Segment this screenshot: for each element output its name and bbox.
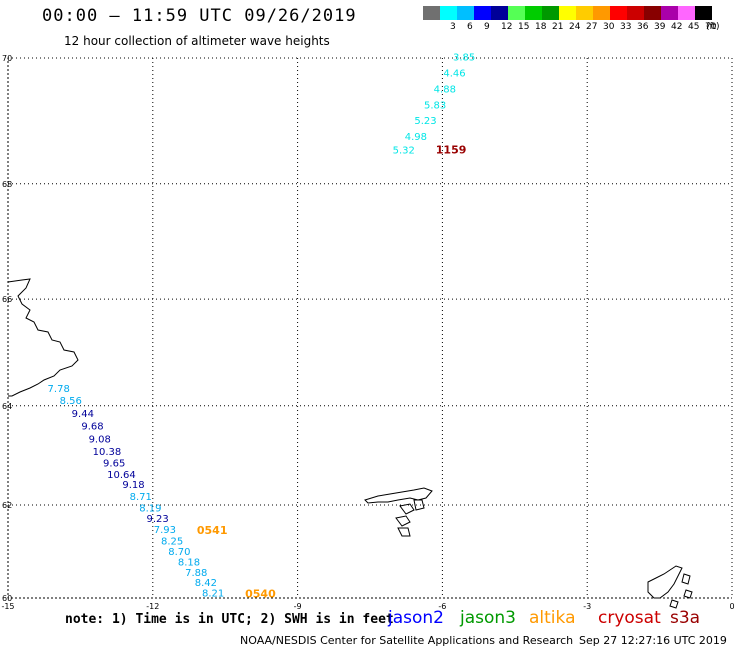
swh-observation: 4.88 [434, 84, 456, 95]
swh-observation: 8.18 [178, 558, 200, 569]
satellite-legend-jason3: jason3 [460, 608, 516, 628]
map-frame [7, 57, 733, 599]
colorbar-swatch [644, 6, 661, 20]
latitude-label: 66 [2, 295, 12, 304]
colorbar-tick-label: 42 [671, 22, 683, 32]
colorbar-swatch [525, 6, 542, 20]
swh-observation: 5.23 [414, 116, 436, 127]
colorbar-unit: (ft) [706, 22, 720, 32]
colorbar-tick-label: 21 [552, 22, 564, 32]
colorbar-swatch [491, 6, 508, 20]
generation-timestamp: Sep 27 12:27:16 UTC 2019 [579, 634, 727, 647]
longitude-label: -12 [146, 602, 159, 611]
longitude-label: -3 [583, 602, 591, 611]
longitude-label: -15 [1, 602, 14, 611]
colorbar-swatch [457, 6, 474, 20]
longitude-label: 0 [729, 602, 734, 611]
swh-observation: 9.68 [81, 422, 103, 433]
map-title: 00:00 – 11:59 UTC 09/26/2019 [42, 6, 357, 26]
colorbar-tick-label: 70 [705, 22, 717, 32]
colorbar-swatch [661, 6, 678, 20]
swh-observation: 4.46 [443, 68, 465, 79]
swh-observation: 8.71 [130, 492, 152, 503]
colorbar-tick-label: 27 [586, 22, 598, 32]
map-subtitle: 12 hour collection of altimeter wave hei… [64, 34, 330, 48]
pass-time-label: 0540 [245, 588, 276, 601]
faroe-islands [364, 487, 433, 537]
swh-observation: 4.98 [405, 132, 427, 143]
latitude-label: 62 [2, 501, 12, 510]
satellite-legend-s3a: s3a [670, 608, 701, 628]
satellite-legend-jason2: jason2 [388, 608, 444, 628]
altimeter-observations: 3.85 4.46 4.88 5.83 5.23 4.98 5.32 1159 7.788.56… [48, 53, 476, 601]
colorbar-tick-label: 30 [603, 22, 615, 32]
colorbar-swatch [576, 6, 593, 20]
colorbar-swatch [627, 6, 644, 20]
swh-observation: 9.44 [72, 409, 94, 420]
swh-observation: 8.21 [202, 589, 224, 600]
colorbar-swatch [559, 6, 576, 20]
footer-note: note: 1) Time is in UTC; 2) SWH is in fe… [65, 612, 394, 627]
swh-observation: 7.78 [48, 384, 70, 395]
satellite-legend-cryosat: cryosat [598, 608, 661, 628]
swh-observation: 5.32 [393, 145, 415, 156]
colorbar-swatch [508, 6, 525, 20]
swh-observation: 9.65 [103, 459, 125, 470]
colorbar-swatch [474, 6, 491, 20]
swh-observation: 9.08 [89, 434, 111, 445]
latitude-label: 64 [2, 402, 12, 411]
colorbar-swatch [423, 6, 440, 20]
colorbar-swatch [678, 6, 695, 20]
swh-observation: 9.18 [122, 480, 144, 491]
longitude-label: -9 [294, 602, 302, 611]
swh-observation: 7.93 [154, 525, 176, 536]
colorbar-tick-label: 18 [535, 22, 547, 32]
colorbar-tick-label: 33 [620, 22, 632, 32]
colorbar-tick-label: 15 [518, 22, 530, 32]
credit-line: NOAA/NESDIS Center for Satellite Applica… [240, 634, 574, 647]
colorbar-tick-label: 36 [637, 22, 649, 32]
swh-observation: 10.38 [93, 447, 122, 458]
colorbar-swatch [440, 6, 457, 20]
colorbar-tick-label: 45 [688, 22, 700, 32]
colorbar-tick-label: 24 [569, 22, 581, 32]
swh-observation: 8.70 [168, 547, 190, 558]
colorbar-swatch [542, 6, 559, 20]
colorbar-tick-label: 9 [484, 22, 490, 32]
pass-time-label: 0541 [197, 524, 228, 537]
wave-height-colorbar [423, 6, 712, 20]
colorbar-tick-label: 12 [501, 22, 513, 32]
graticule: 70 68 66 64 62 60-15 -12 -9 -6 -3 0 [1, 54, 734, 611]
swh-observation: 8.56 [60, 396, 82, 407]
swh-observation: 8.25 [161, 536, 183, 547]
swh-observation: 7.88 [185, 568, 207, 579]
pass-time-label: 1159 [436, 143, 467, 156]
swh-observation: 8.19 [139, 503, 161, 514]
swh-observation: 3.85 [453, 53, 475, 64]
colorbar-swatch [695, 6, 712, 20]
iceland-coastline [7, 278, 79, 397]
colorbar-swatch [610, 6, 627, 20]
swh-observation: 9.23 [146, 514, 168, 525]
latitude-label: 68 [2, 180, 12, 189]
latitude-label: 70 [2, 54, 12, 63]
shetland-islands [647, 565, 693, 609]
swh-observation: 8.42 [195, 578, 217, 589]
swh-observation: 5.83 [424, 100, 446, 111]
colorbar-tick-label: 39 [654, 22, 666, 32]
longitude-label: -6 [438, 602, 446, 611]
latitude-label: 60 [2, 594, 12, 603]
colorbar-swatch [593, 6, 610, 20]
swh-observation: 10.64 [107, 470, 136, 481]
satellite-legend-altika: altika [529, 608, 576, 628]
colorbar-tick-label: 3 [450, 22, 456, 32]
colorbar-tick-label: 6 [467, 22, 473, 32]
